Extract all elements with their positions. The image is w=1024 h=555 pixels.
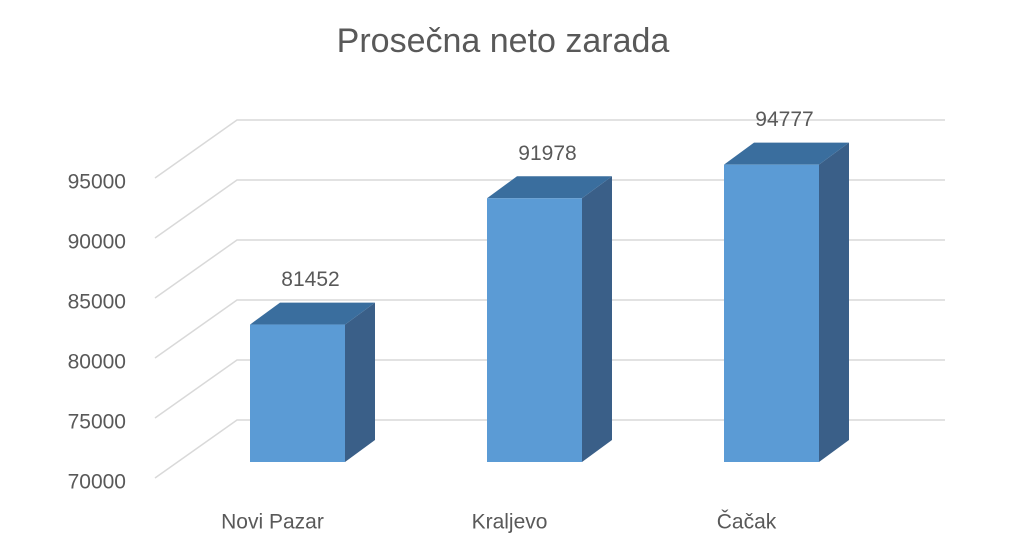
value-label: 91978 (518, 142, 576, 165)
bar-top (250, 302, 375, 325)
bar-side (819, 142, 849, 462)
y-tick-label: 85000 (68, 291, 126, 314)
bar (250, 324, 345, 462)
x-tick-label: Kraljevo (472, 511, 548, 534)
bar-side (345, 302, 375, 462)
bar-top (724, 142, 849, 165)
bar-side (582, 176, 612, 462)
grid-line (154, 119, 945, 179)
grid-line (154, 419, 945, 479)
x-tick-label: Novi Pazar (221, 511, 324, 534)
grid-line (154, 299, 945, 359)
y-tick-label: 70000 (68, 471, 126, 494)
y-tick-label: 80000 (68, 351, 126, 374)
y-tick-label: 90000 (68, 231, 126, 254)
bar (487, 198, 582, 462)
y-tick-label: 75000 (68, 411, 126, 434)
chart-title: Prosečna neto zarada (337, 22, 670, 60)
bar (724, 164, 819, 462)
x-tick-label: Čačak (717, 511, 777, 534)
grid-line (154, 359, 945, 419)
value-label: 94777 (755, 108, 813, 131)
grid-line (154, 179, 945, 239)
bar-top (487, 176, 612, 199)
value-label: 81452 (281, 268, 339, 291)
grid-line (154, 239, 945, 299)
y-tick-label: 95000 (68, 171, 126, 194)
